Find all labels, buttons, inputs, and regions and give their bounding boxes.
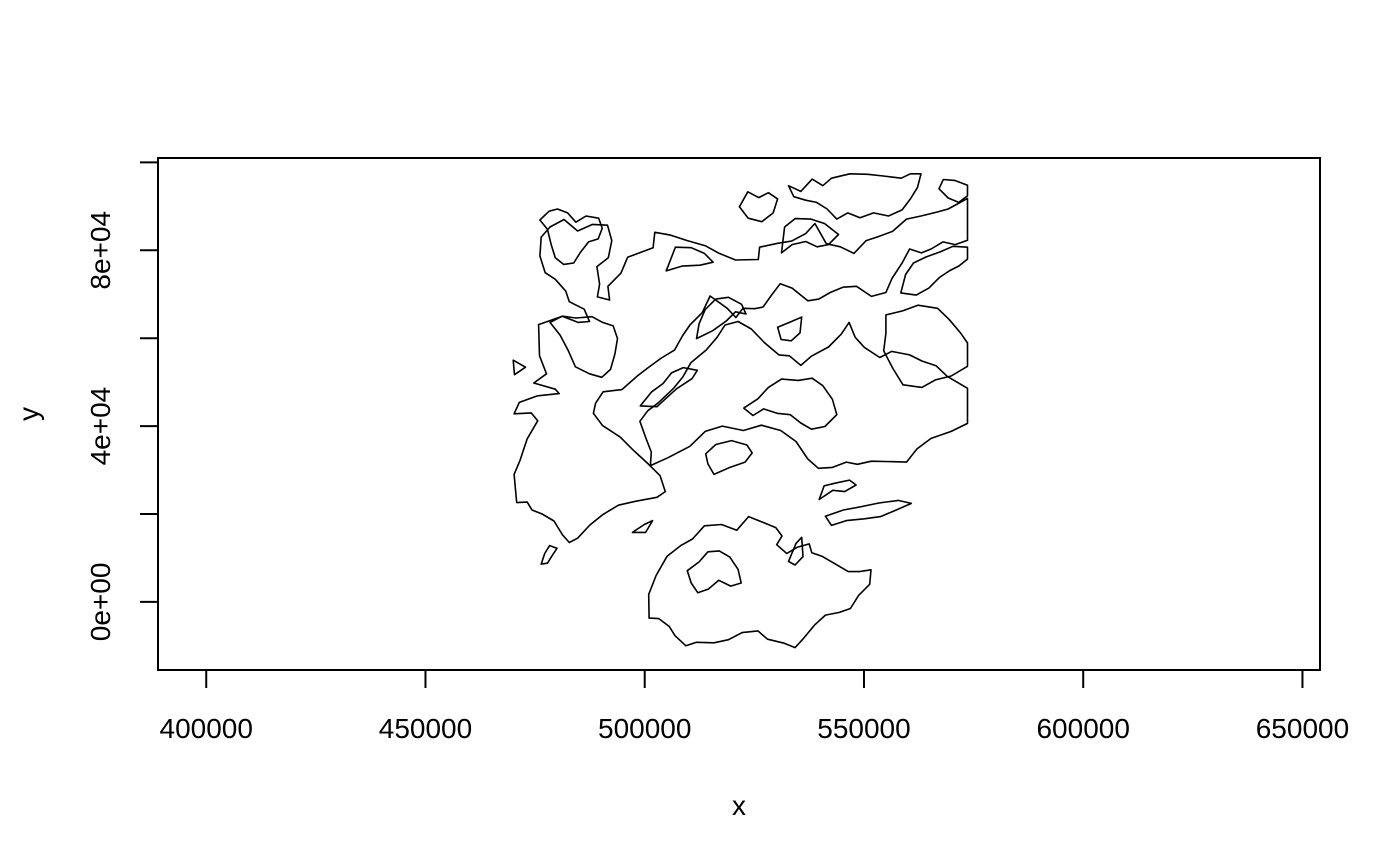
- polygon-south-west-sliver: [631, 519, 654, 534]
- polygon-north-coast-right: [780, 217, 840, 254]
- polygon-central-east-region: [639, 320, 969, 470]
- region-polygons: [512, 173, 969, 649]
- y-axis-ticks: 0e+00 4e+04 8e+04: [85, 161, 158, 642]
- polygon-southwest-tail: [540, 544, 558, 565]
- y-tick-label: 8e+04: [85, 211, 116, 290]
- polygon-central-cluster: [743, 377, 838, 430]
- polygon-northwest-coast: [539, 208, 603, 266]
- polygon-north-inlet: [738, 191, 779, 223]
- polygon-east-south-strip: [824, 499, 913, 527]
- polygon-east-small-patch: [818, 479, 857, 501]
- polygon-south-region: [647, 515, 872, 649]
- x-tick-label: 500000: [598, 713, 691, 744]
- x-tick-label: 650000: [1256, 713, 1349, 744]
- polygon-east-mid-bay: [900, 245, 969, 296]
- x-tick-label: 600000: [1036, 713, 1129, 744]
- polygon-central-west-lobe: [639, 366, 699, 408]
- polygon-central-north-bay: [695, 296, 747, 340]
- polygon-central-inner-loch: [776, 316, 803, 342]
- x-tick-label: 400000: [160, 713, 253, 744]
- polygon-west-wedge: [512, 359, 527, 376]
- y-tick-label: 4e+04: [85, 387, 116, 466]
- polygon-west-region: [513, 197, 969, 544]
- polygon-west-island: [549, 315, 619, 379]
- plot-frame: [157, 157, 1321, 671]
- polygon-south-inner-lake: [686, 550, 742, 594]
- y-tick-label: 0e+00: [85, 563, 116, 642]
- polygon-northeast-peak: [787, 173, 922, 220]
- y-axis-label: y: [13, 407, 44, 421]
- x-axis-ticks: 400000 450000 500000 550000 600000 650000: [160, 670, 1349, 744]
- polygon-south-east-sliver: [787, 536, 804, 566]
- x-axis-label: x: [732, 790, 746, 821]
- x-tick-label: 550000: [817, 713, 910, 744]
- polygon-north-coast-left: [665, 246, 714, 272]
- x-tick-label: 450000: [379, 713, 472, 744]
- polygon-central-loch: [704, 439, 753, 476]
- polygon-east-inset: [882, 304, 969, 389]
- polygon-northeast-coast: [938, 178, 969, 204]
